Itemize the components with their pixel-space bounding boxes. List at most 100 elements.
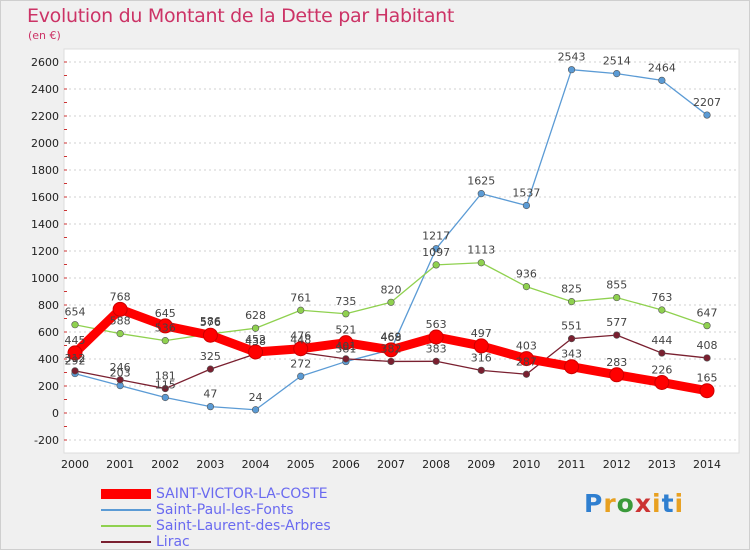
- data-point: [432, 357, 440, 365]
- data-point: [161, 384, 169, 393]
- legend-swatch: [101, 489, 151, 499]
- legend-label: SAINT-VICTOR-LA-COSTE: [156, 486, 328, 502]
- data-label: 536: [155, 322, 176, 335]
- data-label: 452: [245, 333, 266, 346]
- data-point: [342, 355, 350, 363]
- y-tick-label: 600: [38, 326, 59, 339]
- data-point: [206, 365, 215, 373]
- data-point: [567, 335, 576, 343]
- x-tick-label: 2010: [512, 458, 540, 471]
- data-label: 316: [471, 351, 492, 364]
- x-tick-label: 2005: [287, 458, 315, 471]
- y-tick-label: 2600: [31, 56, 59, 69]
- data-label: 283: [606, 356, 627, 369]
- data-point: [112, 301, 128, 317]
- x-tick-label: 2003: [196, 458, 224, 471]
- data-label: 325: [200, 350, 221, 363]
- chart-title: Evolution du Montant de la Dette par Hab…: [27, 5, 455, 27]
- data-label: 647: [697, 307, 718, 320]
- data-label: 203: [110, 367, 131, 380]
- data-point: [251, 324, 260, 332]
- data-point: [432, 245, 440, 253]
- x-tick-label: 2000: [61, 458, 89, 471]
- data-point: [428, 329, 444, 345]
- data-point: [518, 351, 534, 367]
- y-tick-label: 2400: [31, 83, 59, 96]
- data-point: [564, 359, 580, 375]
- data-label: 468: [381, 331, 402, 344]
- data-point: [703, 354, 711, 362]
- data-label: 763: [651, 291, 672, 304]
- data-point: [473, 338, 489, 354]
- data-point: [338, 335, 354, 351]
- data-label: 1217: [422, 230, 450, 243]
- data-point: [67, 345, 83, 361]
- data-label: 165: [697, 372, 718, 385]
- legend-swatch: [101, 541, 151, 543]
- data-label: 312: [65, 352, 86, 365]
- data-label: 115: [155, 378, 176, 391]
- data-point: [613, 70, 621, 78]
- data-label: 408: [697, 339, 718, 352]
- data-label: 820: [381, 283, 402, 296]
- y-tick-label: 2200: [31, 110, 59, 123]
- data-point: [71, 321, 79, 329]
- data-point: [522, 370, 531, 378]
- data-point: [567, 66, 576, 74]
- data-label: 287: [516, 355, 537, 368]
- legend-swatch: [101, 525, 151, 527]
- y-tick-label: 0: [52, 407, 59, 420]
- y-tick-label: 1600: [31, 191, 59, 204]
- data-label: 272: [290, 357, 311, 370]
- x-tick-label: 2008: [422, 458, 450, 471]
- data-label: 292: [65, 355, 86, 368]
- data-label: 476: [290, 330, 311, 343]
- data-label: 383: [426, 342, 447, 355]
- y-tick-label: 1200: [31, 245, 59, 258]
- data-point: [613, 331, 621, 339]
- data-label: 1113: [467, 244, 495, 257]
- data-point: [387, 357, 395, 366]
- data-point: [161, 337, 169, 345]
- data-label: 735: [335, 295, 356, 308]
- data-label: 343: [561, 348, 582, 361]
- data-point: [202, 327, 218, 343]
- data-label: 551: [561, 320, 582, 333]
- data-label: 246: [110, 361, 131, 374]
- data-point: [157, 318, 173, 334]
- data-label: 2543: [558, 51, 586, 64]
- data-label: 497: [471, 327, 492, 340]
- data-point: [613, 293, 621, 302]
- y-tick-label: 200: [38, 380, 59, 393]
- data-label: 2514: [603, 55, 631, 68]
- data-point: [116, 330, 124, 338]
- data-label: 768: [110, 290, 131, 303]
- data-label: 381: [335, 343, 356, 356]
- data-label: 438: [245, 335, 266, 348]
- data-point: [342, 310, 350, 318]
- x-tick-label: 2007: [377, 458, 405, 471]
- legend-swatch: [101, 509, 151, 511]
- proxiti-logo: Proxiti: [584, 489, 685, 518]
- x-tick-label: 2001: [106, 458, 134, 471]
- data-point: [297, 306, 305, 314]
- data-point: [297, 372, 305, 380]
- data-label: 226: [651, 363, 672, 376]
- data-point: [116, 376, 124, 384]
- plot-area: [63, 48, 740, 454]
- data-label: 654: [65, 306, 86, 319]
- data-label: 1097: [422, 246, 450, 259]
- data-label: 448: [290, 334, 311, 347]
- data-point: [658, 76, 666, 84]
- data-point: [383, 342, 399, 358]
- data-point: [522, 283, 531, 291]
- y-tick-label: -200: [34, 434, 59, 447]
- data-point: [293, 341, 309, 357]
- data-label: 588: [110, 315, 131, 328]
- data-point: [699, 383, 715, 399]
- y-tick-label: 1800: [31, 164, 59, 177]
- data-label: 2464: [648, 61, 676, 74]
- data-label: 2207: [693, 96, 721, 109]
- data-label: 825: [561, 283, 582, 296]
